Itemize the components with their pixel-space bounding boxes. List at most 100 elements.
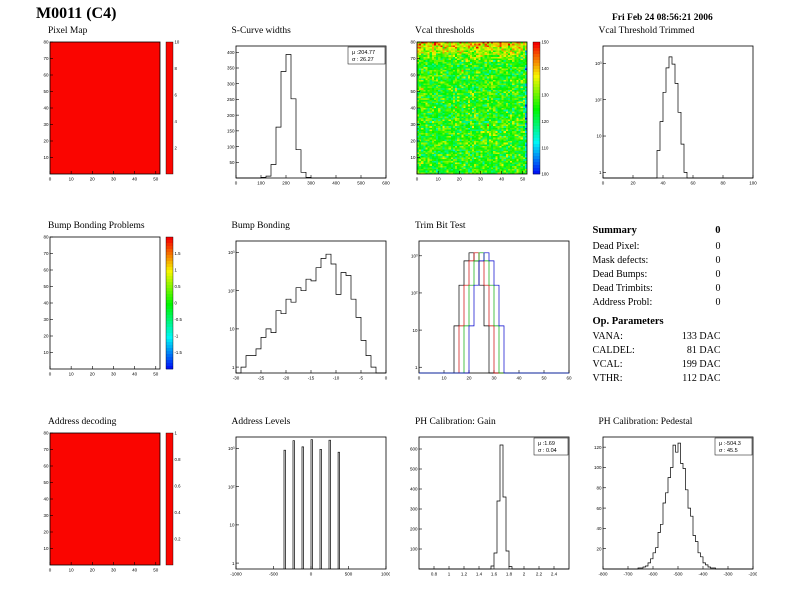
svg-text:70: 70 (410, 56, 416, 61)
svg-text:-25: -25 (257, 376, 264, 381)
svg-text:30: 30 (410, 122, 416, 127)
svg-text:1: 1 (448, 571, 451, 576)
op-row-vcal: VCAL: 199 DAC (593, 359, 721, 370)
panel-title-address-decoding: Address decoding (48, 416, 117, 427)
svg-text:20: 20 (410, 139, 416, 144)
svg-text:-15: -15 (307, 376, 314, 381)
panel-address-decoding: Address decoding 0 10 20 30 40 50 10 20 30 40 50 60… (34, 417, 208, 606)
svg-text:μ :204.77: μ :204.77 (352, 50, 375, 56)
svg-text:-1: -1 (175, 334, 179, 339)
svg-text:-600: -600 (648, 571, 658, 576)
svg-text:80: 80 (43, 430, 49, 435)
svg-text:10: 10 (412, 328, 418, 333)
svg-text:40: 40 (410, 106, 416, 111)
svg-text:-400: -400 (698, 571, 708, 576)
svg-text:-500: -500 (673, 571, 683, 576)
svg-text:10: 10 (441, 376, 447, 381)
svg-text:100: 100 (542, 172, 550, 177)
svg-text:50: 50 (229, 160, 235, 165)
svg-text:20: 20 (90, 177, 96, 182)
svg-text:20: 20 (457, 177, 463, 182)
summary-row-address-probl: Address Probl: 0 (593, 297, 721, 308)
svg-text:80: 80 (720, 181, 726, 186)
vcal-trimmed-chart: 0 20 40 60 80 100 1 10 10² 10³ (594, 45, 757, 186)
svg-text:0: 0 (418, 376, 421, 381)
svg-text:200: 200 (282, 181, 290, 186)
svg-text:0: 0 (49, 372, 52, 377)
svg-text:-20: -20 (282, 376, 289, 381)
svg-text:-0.5: -0.5 (175, 318, 183, 323)
svg-text:30: 30 (111, 177, 117, 182)
svg-text:500: 500 (344, 571, 352, 576)
svg-text:60: 60 (43, 73, 49, 78)
svg-text:0.2: 0.2 (175, 536, 182, 541)
op-label: VTHR: (592, 373, 623, 385)
svg-text:1: 1 (175, 268, 178, 273)
svg-text:600: 600 (410, 446, 418, 451)
svg-text:100: 100 (257, 181, 265, 186)
op-value: 112 DAC (682, 373, 721, 385)
svg-text:10: 10 (175, 40, 180, 45)
svg-text:1.2: 1.2 (461, 571, 468, 576)
svg-text:2: 2 (523, 571, 526, 576)
svg-text:20: 20 (43, 334, 49, 339)
svg-text:600: 600 (382, 181, 390, 186)
svg-text:40: 40 (516, 376, 522, 381)
svg-text:10: 10 (69, 567, 75, 572)
svg-text:-800: -800 (598, 571, 608, 576)
summary-value: 0 (715, 283, 721, 295)
svg-text:130: 130 (542, 93, 550, 98)
svg-text:200: 200 (410, 526, 418, 531)
panel-scurve-widths: S-Curve widths 0 100 200 300 400 500 600 50 100 1… (218, 26, 392, 215)
svg-text:-30: -30 (232, 376, 239, 381)
panel-title-bump-problems: Bump Bonding Problems (48, 221, 145, 232)
bump-problems-chart: 0 10 20 30 40 50 10 20 30 40 50 60 70 80 1.5 1 0.5 0 -0.5 -… (43, 235, 183, 377)
svg-text:50: 50 (43, 480, 49, 485)
svg-text:10²: 10² (227, 484, 234, 489)
op-row-caldel: CALDEL: 81 DAC (593, 345, 721, 356)
svg-text:20: 20 (596, 546, 602, 551)
summary-header: Summary 0 (593, 225, 721, 236)
svg-text:100: 100 (226, 144, 234, 149)
svg-text:1000: 1000 (380, 571, 389, 576)
svg-text:50: 50 (520, 177, 526, 182)
svg-text:400: 400 (226, 50, 234, 55)
panel-summary: Summary 0 Dead Pixel: 0 Mask defects: 0 … (585, 221, 759, 410)
svg-text:30: 30 (491, 376, 497, 381)
svg-text:0.8: 0.8 (431, 571, 438, 576)
svg-text:0: 0 (234, 181, 237, 186)
svg-text:120: 120 (593, 445, 601, 450)
svg-text:40: 40 (499, 177, 505, 182)
svg-text:1.8: 1.8 (506, 571, 513, 576)
svg-text:30: 30 (43, 513, 49, 518)
summary-value: 0 (715, 255, 721, 267)
svg-text:80: 80 (43, 40, 49, 45)
panel-title-scurve: S-Curve widths (231, 26, 291, 36)
svg-text:10: 10 (43, 351, 49, 356)
svg-text:20: 20 (90, 372, 96, 377)
svg-text:-5: -5 (358, 376, 362, 381)
summary-row-mask-defects: Mask defects: 0 (593, 255, 721, 266)
panel-vcal-trimmed: Vcal Threshold Trimmed 0 20 40 60 80 100 1 10 10… (585, 26, 759, 215)
svg-text:μ :-504.3: μ :-504.3 (719, 441, 741, 447)
scurve-widths-chart: 0 100 200 300 400 500 600 50 100 150 200 250 300 350 4… (226, 45, 390, 186)
panel-bump-bonding: Bump Bonding -30 -25 -20 -15 -10 -5 0 1 10 10² 10³ (218, 221, 392, 410)
svg-text:0: 0 (175, 301, 178, 306)
svg-text:10: 10 (69, 372, 75, 377)
svg-text:1.5: 1.5 (175, 252, 182, 257)
svg-text:100: 100 (593, 465, 601, 470)
svg-text:40: 40 (132, 567, 138, 572)
svg-text:1: 1 (231, 365, 234, 370)
svg-text:1: 1 (175, 430, 178, 435)
summary-row-dead-trimbits: Dead Trimbits: 0 (593, 283, 721, 294)
panel-trim-bits: Trim Bit Test 0 10 20 30 40 50 60 1 10 10² 10³ (401, 221, 575, 410)
svg-text:10²: 10² (411, 291, 418, 296)
svg-text:20: 20 (466, 376, 472, 381)
svg-text:1: 1 (231, 560, 234, 565)
svg-text:110: 110 (542, 145, 549, 150)
svg-text:40: 40 (132, 177, 138, 182)
svg-text:20: 20 (90, 567, 96, 572)
svg-text:40: 40 (43, 301, 49, 306)
svg-text:70: 70 (43, 447, 49, 452)
svg-text:50: 50 (43, 89, 49, 94)
